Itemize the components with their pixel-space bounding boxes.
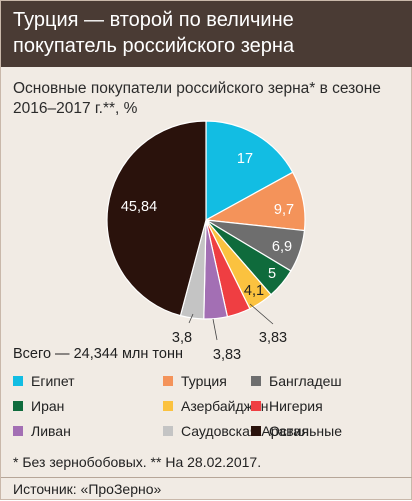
slice-label-nigeria: 3,83 [259, 330, 287, 346]
source-text: Источник: «ПроЗерно» [13, 481, 162, 497]
chart-title: Основные покупатели российского зерна* в… [13, 80, 381, 117]
legend-swatch [13, 426, 23, 436]
legend-item-egypt: Египет [13, 373, 75, 389]
slice-label-saudi-arabia: 3,8 [172, 330, 192, 346]
header-bar: Турция — второй по величине покупатель р… [1, 1, 412, 67]
slice-label-azerbaijan: 4,1 [244, 283, 264, 299]
legend-label: Саудовская Аравия [181, 423, 310, 439]
legend-swatch [13, 401, 23, 411]
legend-swatch [251, 376, 261, 386]
legend-item-turkey: Турция [163, 373, 227, 389]
slice-label-others: 45,84 [121, 199, 157, 215]
divider [1, 477, 412, 478]
slice-label-egypt: 17 [237, 151, 253, 167]
legend-item-nigeria: Нигерия [251, 398, 323, 414]
slice-label-turkey: 9,7 [274, 202, 294, 218]
legend-label: Турция [181, 373, 227, 389]
legend-item-azerbaijan: Азербайджан [163, 398, 269, 414]
legend-label: Остальные [269, 423, 342, 439]
leader-line-lebanon [212, 318, 218, 341]
legend-swatch [163, 426, 173, 436]
legend-swatch [251, 401, 261, 411]
slice-label-lebanon: 3,83 [213, 347, 241, 363]
legend-swatch [163, 401, 173, 411]
legend-label: Ливан [31, 423, 71, 439]
slice-label-iran: 5 [268, 266, 276, 282]
pie-slice-egypt [205, 120, 294, 222]
legend-item-iran: Иран [13, 398, 64, 414]
legend-label: Бангладеш [269, 373, 342, 389]
legend-swatch [13, 376, 23, 386]
leader-line-saudi-arabia [188, 313, 194, 324]
legend-item-lebanon: Ливан [13, 423, 71, 439]
page-title: Турция — второй по величине покупатель р… [13, 9, 295, 57]
leader-line-nigeria [249, 303, 274, 325]
legend-item-others: Остальные [251, 423, 342, 439]
legend-label: Египет [31, 373, 75, 389]
legend-item-bangladesh: Бангладеш [251, 373, 342, 389]
pie-slice-others [106, 120, 207, 317]
legend-swatch [251, 426, 261, 436]
legend-item-saudi-arabia: Саудовская Аравия [163, 423, 309, 439]
footnote: * Без зернобобовых. ** На 28.02.2017. [13, 454, 262, 470]
legend-label: Нигерия [269, 398, 323, 414]
slice-label-bangladesh: 6,9 [272, 239, 292, 255]
legend-swatch [163, 376, 173, 386]
legend-label: Иран [31, 398, 65, 414]
legend-label: Азербайджан [181, 398, 269, 414]
total-label: Всего — 24,344 млн тонн [13, 346, 183, 362]
